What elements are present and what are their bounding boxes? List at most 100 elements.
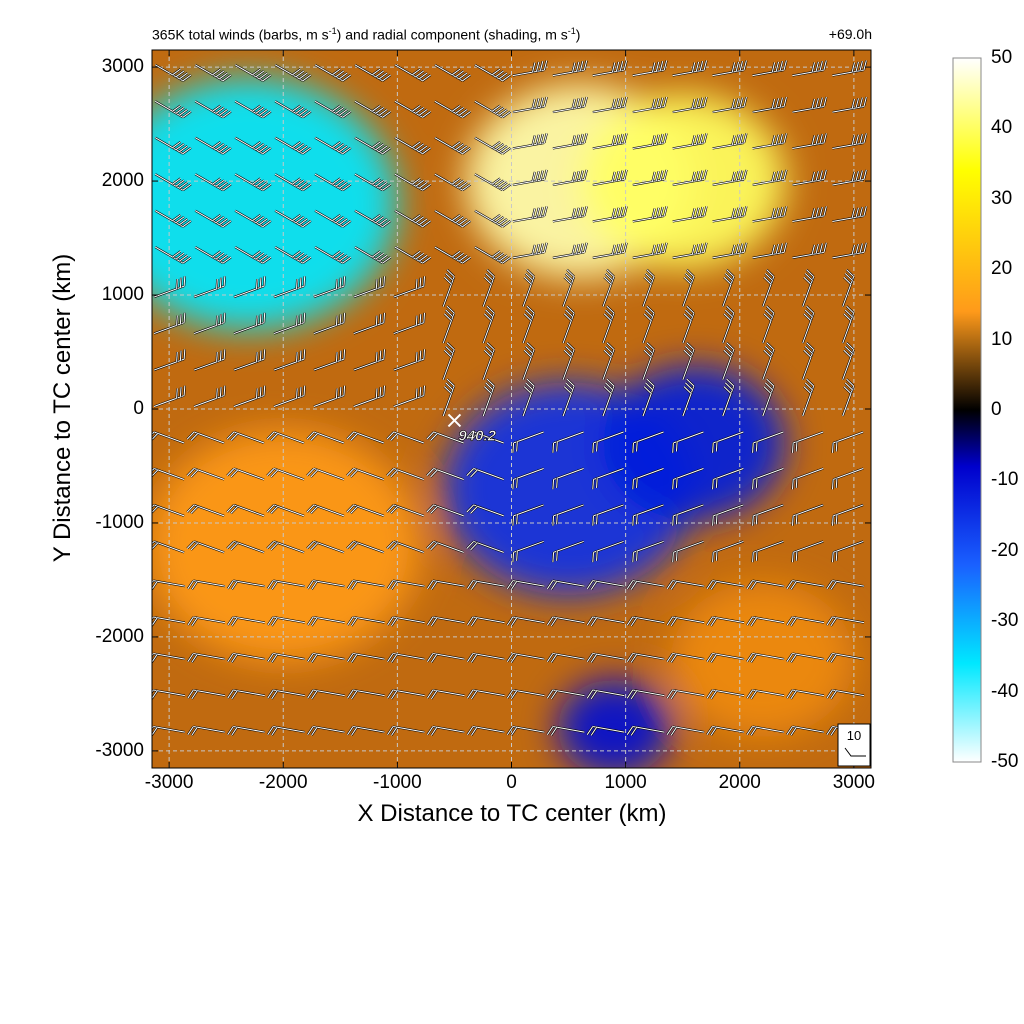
wind-barb bbox=[394, 63, 432, 82]
wind-barb bbox=[314, 246, 352, 265]
wind-barb bbox=[601, 341, 616, 381]
wind-barb bbox=[442, 305, 456, 344]
wind-barb bbox=[831, 467, 864, 490]
lead-time-label: +69.0h bbox=[828, 26, 872, 42]
wind-barb bbox=[306, 615, 345, 627]
wind-barb bbox=[746, 688, 785, 700]
wind-barb bbox=[186, 503, 225, 517]
wind-barb bbox=[752, 60, 788, 77]
wind-barb bbox=[632, 96, 668, 114]
wind-barb bbox=[592, 169, 628, 187]
wind-barb bbox=[226, 467, 265, 481]
wind-barb bbox=[314, 63, 352, 82]
barb-reference-icon bbox=[844, 747, 866, 757]
wind-barb bbox=[672, 133, 708, 150]
wind-barb bbox=[632, 60, 668, 77]
wind-barb bbox=[186, 467, 225, 481]
colorbar-tick-label: -10 bbox=[991, 469, 1019, 491]
wind-barb bbox=[313, 312, 346, 335]
wind-barb bbox=[306, 652, 345, 663]
wind-barb bbox=[522, 305, 536, 344]
wind-barb bbox=[313, 276, 346, 299]
wind-barb bbox=[346, 652, 385, 663]
chart-title: 365K total winds (barbs, m s-1) and radi… bbox=[152, 26, 581, 43]
wind-barbs bbox=[152, 60, 868, 736]
wind-barb bbox=[274, 173, 312, 192]
wind-barb bbox=[506, 725, 545, 736]
wind-barb bbox=[153, 385, 186, 408]
wind-barb bbox=[826, 688, 865, 700]
colorbar-tick-label: -20 bbox=[991, 539, 1019, 561]
wind-barb bbox=[706, 725, 745, 736]
wind-barb bbox=[482, 378, 496, 417]
wind-barb bbox=[194, 100, 232, 119]
wind-barb bbox=[194, 209, 232, 228]
wind-barb bbox=[394, 100, 432, 119]
wind-barb bbox=[442, 378, 456, 417]
wind-barb bbox=[306, 688, 345, 700]
wind-barb bbox=[721, 268, 735, 308]
wind-barb bbox=[832, 242, 868, 259]
tc-center: 940.2 bbox=[447, 413, 497, 445]
wind-barb bbox=[666, 615, 705, 627]
wind-barb bbox=[631, 503, 664, 526]
wind-barb bbox=[186, 652, 226, 663]
wind-barb bbox=[346, 579, 385, 591]
wind-barb bbox=[266, 725, 305, 736]
wind-barb bbox=[592, 96, 628, 114]
wind-barb bbox=[751, 503, 784, 526]
wind-barb bbox=[552, 60, 588, 77]
wind-barb bbox=[632, 133, 668, 150]
y-axis-title: Y Distance to TC center (km) bbox=[49, 253, 76, 563]
wind-barb bbox=[354, 136, 392, 155]
wind-barb bbox=[591, 467, 624, 490]
y-tick-label: 1000 bbox=[101, 284, 144, 306]
wind-barb bbox=[394, 136, 432, 155]
wind-barb bbox=[153, 312, 186, 335]
wind-barb bbox=[672, 242, 708, 259]
wind-barb bbox=[394, 209, 432, 228]
x-tick-label: 3000 bbox=[832, 772, 876, 793]
wind-barb bbox=[234, 136, 272, 155]
wind-barb bbox=[512, 60, 548, 77]
wind-barb bbox=[552, 169, 588, 187]
wind-barb bbox=[266, 652, 305, 663]
wind-barb bbox=[511, 503, 545, 526]
wind-barb bbox=[426, 615, 465, 627]
wind-barb bbox=[426, 652, 465, 663]
wind-barb bbox=[752, 242, 788, 259]
wind-barb bbox=[712, 133, 748, 150]
wind-barb bbox=[273, 312, 306, 335]
wind-barb bbox=[671, 430, 704, 453]
wind-barb bbox=[672, 206, 708, 223]
wind-barb bbox=[442, 341, 456, 381]
wind-barb bbox=[786, 615, 825, 627]
colorbar-tick-label: 30 bbox=[991, 187, 1013, 209]
wind-barb bbox=[522, 268, 536, 308]
wind-barb bbox=[426, 579, 465, 591]
wind-barb bbox=[831, 540, 864, 563]
wind-barb bbox=[194, 173, 232, 192]
wind-barb bbox=[841, 378, 855, 417]
wind-barb bbox=[511, 430, 545, 453]
wind-barb bbox=[641, 268, 656, 308]
wind-barb bbox=[631, 430, 664, 453]
wind-barb bbox=[512, 133, 548, 150]
wind-barb bbox=[226, 725, 265, 736]
wind-barb bbox=[466, 503, 505, 517]
wind-barb bbox=[354, 246, 392, 265]
wind-barb bbox=[354, 209, 392, 228]
colorbar-tick-label: -50 bbox=[991, 751, 1019, 772]
wind-barb bbox=[226, 503, 265, 517]
wind-barb bbox=[394, 173, 432, 192]
wind-barb bbox=[466, 467, 505, 481]
wind-barb bbox=[791, 503, 824, 526]
wind-barb bbox=[791, 540, 824, 563]
wind-barb bbox=[826, 652, 865, 663]
wind-barb bbox=[346, 540, 385, 554]
wind-barb bbox=[712, 169, 748, 187]
wind-barb bbox=[353, 276, 386, 299]
wind-barb bbox=[273, 276, 306, 299]
colorbar bbox=[952, 57, 982, 763]
